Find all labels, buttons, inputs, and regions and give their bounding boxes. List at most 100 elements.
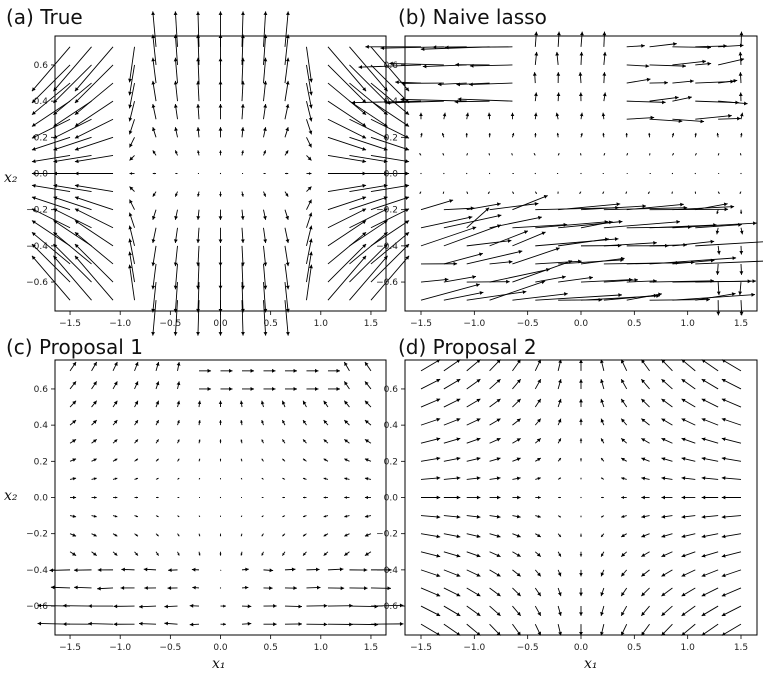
quiver-arrow [602, 72, 607, 84]
quiver-arrow [31, 196, 71, 211]
quiver-arrow [535, 514, 541, 518]
quiver-arrow [173, 80, 178, 102]
quiver-arrow [600, 569, 605, 577]
quiver-arrow [365, 44, 422, 49]
quiver-arrow [488, 172, 491, 175]
quiver-arrow [69, 551, 77, 556]
quiver-arrow [512, 533, 521, 538]
quiver-arrow [487, 112, 492, 120]
quiver-arrow [364, 381, 372, 390]
quiver-arrow [558, 237, 609, 247]
quiver-arrow [349, 568, 368, 572]
quiver-arrow [420, 515, 441, 519]
quiver-arrow [189, 603, 200, 608]
quiver-arrow [640, 623, 650, 636]
quiver-arrow [512, 569, 521, 577]
quiver-arrow [128, 238, 135, 265]
quiver-arrow [641, 533, 650, 538]
quiver-arrow [580, 477, 582, 480]
quiver-arrow [443, 476, 461, 481]
quiver-arrow [263, 282, 268, 313]
quiver-arrow [739, 112, 744, 120]
x-axis-label-bottom-left: x₁ [212, 656, 226, 672]
quiver-arrow [600, 379, 605, 390]
quiver-arrow [263, 127, 267, 138]
quiver-arrow [443, 214, 502, 229]
quiver-arrow [534, 398, 542, 408]
quiver-arrow [681, 551, 696, 558]
quiver-arrow [344, 533, 350, 537]
quiver-arrow [466, 359, 481, 372]
quiver-arrow [534, 438, 542, 444]
quiver-arrow [241, 604, 252, 609]
quiver-arrow [558, 496, 561, 499]
x-tick-label: 1.0 [681, 643, 696, 653]
quiver-arrow [144, 586, 157, 590]
quiver-arrow [173, 11, 178, 47]
quiver-arrow [282, 496, 285, 499]
quiver-arrow [626, 64, 650, 68]
quiver-arrow [261, 419, 265, 426]
y-tick-label: 0.4 [34, 97, 49, 107]
quiver-arrow [196, 209, 201, 220]
quiver-arrow [739, 300, 744, 316]
quiver-arrow [128, 101, 135, 122]
panel-d-title: (d) Proposal 2 [398, 335, 537, 359]
quiver-arrow [557, 457, 562, 462]
x-tick-label: 0.5 [627, 643, 641, 653]
quiver-arrow [466, 569, 481, 577]
quiver-arrow [70, 495, 77, 500]
x-tick-label: 1.0 [314, 643, 329, 653]
quiver-arrow [155, 551, 159, 556]
quiver-arrow [196, 227, 201, 244]
quiver-arrow [220, 478, 221, 480]
quiver-arrow [489, 605, 501, 617]
y-tick-label: 0.6 [34, 61, 49, 71]
quiver-arrow [620, 359, 628, 372]
quiver-arrow [198, 439, 201, 444]
quiver-arrow [364, 477, 372, 481]
quiver-arrow [306, 212, 313, 228]
quiver-arrow [466, 437, 481, 444]
quiver-arrow [386, 100, 444, 105]
quiver-arrow [620, 569, 628, 577]
quiver-arrow [661, 418, 673, 426]
quiver-arrow [74, 154, 114, 164]
quiver-arrow [155, 381, 160, 390]
quiver-arrow [672, 95, 692, 102]
quiver-arrow [695, 241, 763, 247]
quiver-arrow [489, 378, 501, 390]
quiver-arrow [716, 245, 721, 255]
quiver-arrow [580, 515, 582, 518]
quiver-arrow [661, 569, 673, 577]
quiver-arrow [344, 551, 350, 556]
quiver-arrow [579, 51, 584, 65]
quiver-arrow [91, 381, 98, 390]
y-tick-label: 0.0 [384, 494, 399, 504]
quiver-arrow [344, 477, 350, 481]
quiver-arrow [69, 439, 77, 444]
quiver-arrow [420, 359, 441, 372]
quiver-arrow [156, 496, 159, 499]
quiver-arrow [173, 300, 178, 336]
quiver-arrow [97, 586, 114, 591]
quiver-arrow [578, 72, 583, 84]
quiver-arrow [443, 418, 461, 426]
quiver-arrow [74, 208, 114, 229]
quiver-arrow [661, 378, 673, 390]
quiver-arrow [443, 206, 475, 211]
quiver-arrow [112, 515, 118, 518]
quiver-arrow [701, 418, 719, 426]
quiver-arrow [443, 569, 461, 577]
quiver-arrow [694, 172, 696, 175]
quiver-arrow [641, 587, 650, 597]
quiver-arrow [580, 256, 625, 265]
quiver-arrow [579, 587, 583, 597]
quiver-arrow [740, 132, 743, 138]
quiver-arrow [113, 496, 118, 499]
quiver-arrow [469, 63, 513, 68]
quiver-arrow [120, 586, 135, 590]
y-tick-label: 0.2 [384, 457, 398, 467]
quiver-arrow [420, 569, 441, 578]
quiver-arrow [739, 191, 742, 194]
